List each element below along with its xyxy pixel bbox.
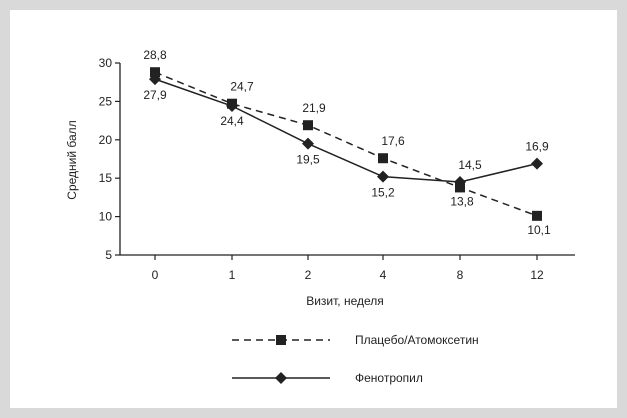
diamond-marker — [302, 138, 314, 150]
legend: Плацебо/Атомоксетин Фенотропил — [232, 333, 479, 385]
data-label: 14,5 — [458, 158, 482, 172]
data-label: 13,8 — [450, 194, 474, 208]
data-label: 21,9 — [302, 101, 326, 115]
y-axis-title: Средний балл — [65, 120, 79, 199]
data-label: 10,1 — [527, 223, 551, 237]
legend-label: Плацебо/Атомоксетин — [355, 333, 479, 347]
y-tick-label: 10 — [99, 210, 113, 224]
square-marker — [276, 335, 286, 345]
x-tick-label: 0 — [152, 268, 159, 282]
x-tick-label: 8 — [457, 268, 464, 282]
data-label: 27,9 — [143, 88, 167, 102]
data-label: 16,9 — [525, 140, 549, 154]
x-tick-label: 4 — [380, 268, 387, 282]
x-tick-label: 2 — [305, 268, 312, 282]
y-tick-label: 25 — [99, 94, 113, 108]
square-marker — [532, 211, 542, 221]
data-label: 24,7 — [230, 80, 254, 94]
y-tick-label: 5 — [105, 248, 112, 262]
diamond-marker — [275, 372, 287, 384]
diamond-marker — [377, 171, 389, 183]
data-label: 28,8 — [143, 48, 167, 62]
square-marker — [378, 153, 388, 163]
data-label: 15,2 — [371, 186, 395, 200]
chart-panel: 5 10 15 20 25 30 0 1 2 4 8 12 28,8 24,7 21,9 17,6 13,8 1… — [10, 10, 617, 408]
series-layer — [149, 67, 543, 221]
x-tick-label: 1 — [229, 268, 236, 282]
placebo-series-line — [155, 72, 537, 216]
data-label: 24,4 — [220, 114, 244, 128]
y-tick-label: 20 — [99, 133, 113, 147]
x-axis-title: Визит, неделя — [306, 294, 384, 308]
x-tick-label: 12 — [530, 268, 544, 282]
square-marker — [303, 120, 313, 130]
data-label: 17,6 — [381, 134, 405, 148]
y-tick-label: 15 — [99, 171, 113, 185]
legend-label: Фенотропил — [355, 371, 423, 385]
y-tick-label: 30 — [99, 56, 113, 70]
data-label: 19,5 — [296, 153, 320, 167]
diamond-marker — [531, 158, 543, 170]
